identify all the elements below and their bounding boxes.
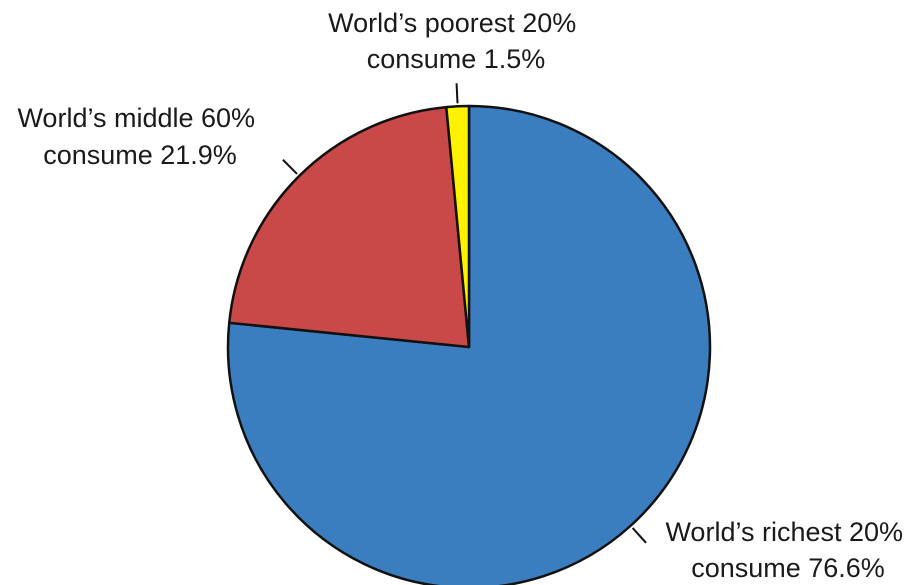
label-poorest: World’s poorest 20% consume 1.5% [328, 8, 584, 74]
pie-slice-middle [227, 105, 471, 349]
label-middle-line1: World’s middle 60% [17, 103, 255, 133]
label-richest: World’s richest 20% consume 76.6% [665, 517, 910, 583]
label-poorest-line1: World’s poorest 20% [328, 8, 576, 38]
leader-lines [282, 83, 647, 544]
label-middle: World’s middle 60% consume 21.9% [17, 103, 262, 170]
label-richest-line1: World’s richest 20% [665, 517, 903, 547]
pie-slice-richest [226, 104, 712, 585]
pie-slice-poorest [445, 104, 471, 349]
leader-line-richest [631, 527, 647, 544]
label-middle-line2: consume 21.9% [43, 140, 237, 170]
pie-slices [226, 104, 712, 585]
label-poorest-line2: consume 1.5% [367, 44, 546, 74]
leader-line-poorest [455, 83, 459, 104]
leader-line-middle [282, 159, 298, 175]
label-richest-line2: consume 76.6% [691, 553, 885, 583]
